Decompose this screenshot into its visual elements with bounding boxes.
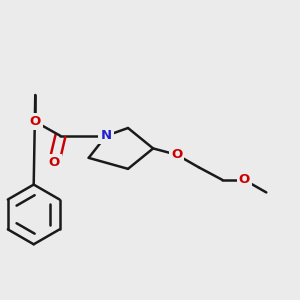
- Text: O: O: [30, 115, 41, 128]
- Text: O: O: [49, 156, 60, 169]
- Text: O: O: [239, 173, 250, 186]
- Text: O: O: [171, 148, 182, 161]
- Text: N: N: [100, 129, 112, 142]
